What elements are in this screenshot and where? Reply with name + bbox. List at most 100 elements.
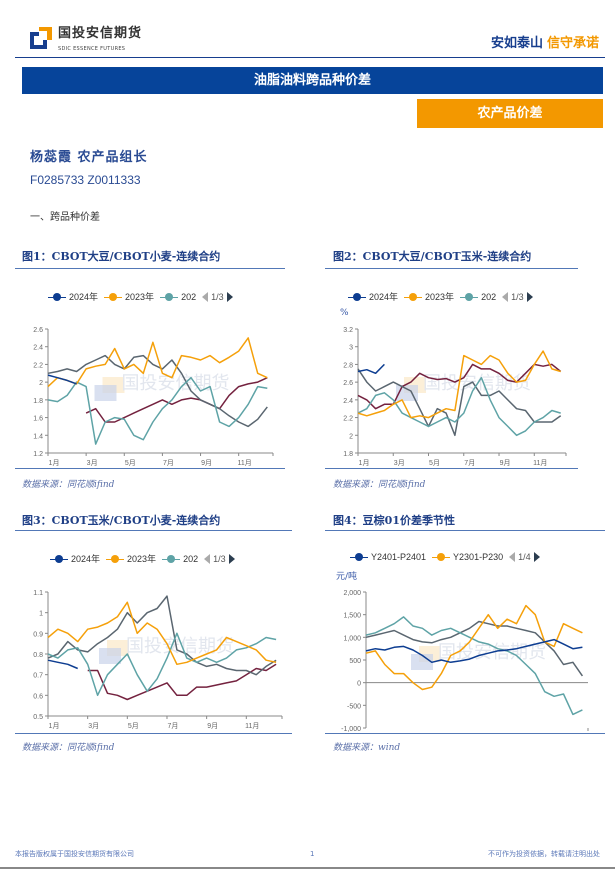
series-line: [365, 638, 583, 664]
series-line: [47, 337, 268, 388]
figure-title: 图3：CBOT玉米/CBOT小麦-连续合约: [22, 514, 221, 527]
logo-text: 国投安信期货: [58, 26, 143, 41]
figure-title-rule: [15, 530, 292, 531]
legend-item[interactable]: 202: [162, 554, 198, 564]
legend-marker-icon: [404, 293, 423, 301]
series-line: [365, 616, 583, 716]
x-tick-label: 1月: [49, 459, 60, 467]
watermark-logo: [411, 654, 433, 670]
y-tick-label: 1.6: [33, 416, 43, 423]
legend-item[interactable]: 202: [460, 292, 496, 302]
legend-pager: 1/3: [204, 554, 235, 564]
legend-item[interactable]: Y2401-P2401: [350, 552, 426, 562]
data-source: 数据来源：wind: [333, 743, 401, 753]
y-tick-label: 2: [39, 380, 43, 387]
logo-english: SDIC ESSENCE FUTURES: [58, 46, 126, 52]
x-tick-label: 11月: [245, 722, 259, 730]
x-tick-label: 11月: [533, 459, 547, 467]
y-tick-label: 0.7: [33, 673, 43, 680]
legend-label: 2024年: [69, 292, 99, 302]
y-tick-label: 1,000: [343, 635, 361, 642]
legend-item[interactable]: 2024年: [50, 554, 100, 564]
legend-marker-icon: [348, 293, 366, 301]
watermark-logo: [404, 377, 426, 393]
x-tick-label: 1月: [49, 722, 60, 730]
x-tick-label: 7月: [168, 722, 179, 730]
next-page-icon[interactable]: [226, 292, 233, 302]
data-source: 数据来源：同花顺ifind: [333, 480, 426, 490]
footer-divider: [0, 867, 615, 869]
watermark-logo: [396, 385, 418, 401]
legend-label: 2024年: [369, 292, 399, 302]
prev-page-icon[interactable]: [502, 292, 509, 302]
y-tick-label: 0.5: [33, 714, 43, 721]
legend-label: 2024年: [71, 554, 101, 564]
section-heading: 一、跨品种价差: [30, 212, 100, 223]
legend-page: 1/4: [518, 552, 531, 562]
y-tick-label: 2.6: [343, 380, 353, 387]
legend-marker-icon: [160, 293, 179, 301]
prev-page-icon[interactable]: [204, 554, 211, 564]
series-line: [47, 601, 277, 666]
legend-label: 2023年: [125, 292, 155, 302]
chart-legend: 2024年 2023年 202 1/3: [48, 292, 233, 302]
legend-item[interactable]: 2024年: [48, 292, 98, 302]
legend-item[interactable]: 2023年: [404, 292, 454, 302]
y-tick-label: 1,500: [343, 613, 361, 620]
watermark-logo: [94, 385, 117, 401]
data-source: 数据来源：同花顺ifind: [22, 743, 115, 753]
chart-legend: Y2401-P2401 Y2301-P230 1/4: [350, 552, 540, 562]
legend-pager: 1/3: [202, 292, 233, 302]
series-line: [47, 632, 277, 697]
x-tick-label: 1月: [359, 459, 370, 467]
legend-item[interactable]: 202: [160, 292, 196, 302]
watermark-logo: [99, 648, 121, 664]
y-tick-label: 2.4: [33, 345, 43, 352]
legend-page: 1/3: [511, 292, 524, 302]
chart-legend: 2024年 2023年 202 1/3: [348, 292, 533, 302]
x-tick-label: 9月: [500, 459, 511, 467]
x-tick-label: 7月: [464, 459, 475, 467]
category-badge: 农产品价差: [417, 99, 603, 128]
legend-item[interactable]: 2023年: [106, 554, 156, 564]
y-tick-label: 1.8: [33, 398, 43, 405]
series-line: [357, 376, 561, 437]
y-tick-label: 3: [349, 345, 353, 352]
author: 杨蕊霞 农产品组长: [30, 150, 148, 165]
y-axis-unit: %: [340, 308, 349, 318]
legend-page: 1/3: [213, 554, 226, 564]
y-tick-label: 2: [349, 433, 353, 440]
watermark-logo: [107, 640, 129, 656]
series-line: [47, 376, 268, 445]
legend-item[interactable]: 2023年: [104, 292, 154, 302]
legend-item[interactable]: 2024年: [348, 292, 398, 302]
watermark-logo: [102, 377, 125, 393]
y-tick-label: 1.1: [33, 590, 43, 597]
y-tick-label: 0.6: [33, 693, 43, 700]
watermark: 国投安信期货: [423, 373, 531, 393]
x-tick-label: 5月: [125, 459, 136, 467]
slogan: 安如泰山 信守承诺: [491, 36, 599, 52]
legend-label: Y2401-P2401: [371, 552, 427, 562]
report-title: 油脂油料跨品种价差: [22, 67, 603, 94]
y-tick-label: 2.4: [343, 398, 353, 405]
figure-bottom-rule: [15, 733, 292, 734]
series-line: [357, 368, 562, 437]
next-page-icon[interactable]: [228, 554, 235, 564]
legend-marker-icon: [162, 555, 181, 563]
next-page-icon[interactable]: [533, 552, 540, 562]
y-tick-label: 1.4: [33, 433, 43, 440]
y-tick-label: 1: [39, 611, 43, 618]
prev-page-icon[interactable]: [202, 292, 209, 302]
y-tick-label: 3.2: [343, 327, 353, 334]
figure-title-rule: [325, 268, 578, 269]
legend-label: 2023年: [127, 554, 157, 564]
prev-page-icon[interactable]: [509, 552, 516, 562]
legend-marker-icon: [432, 553, 451, 561]
next-page-icon[interactable]: [526, 292, 533, 302]
x-tick-label: 5月: [429, 459, 440, 467]
legend-item[interactable]: Y2301-P230: [432, 552, 503, 562]
